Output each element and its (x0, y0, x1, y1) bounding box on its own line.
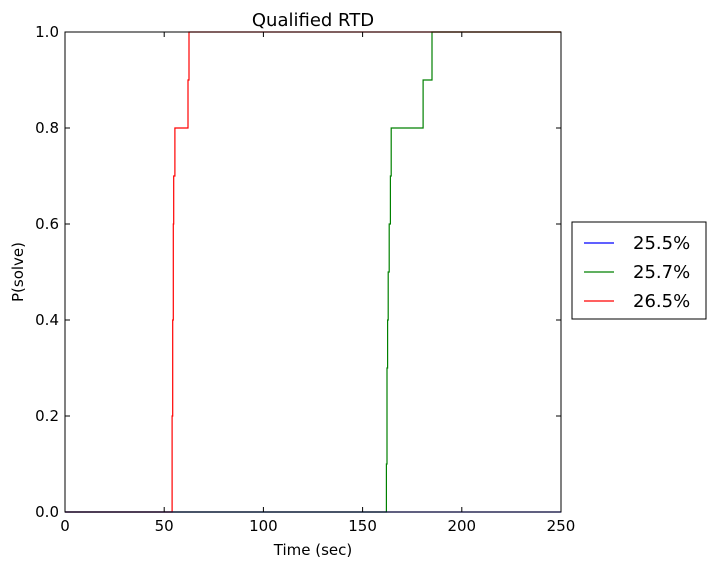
x-tick-label: 200 (447, 517, 476, 535)
y-tick-label: 0.4 (35, 311, 59, 329)
legend-label: 25.5% (633, 233, 690, 254)
y-axis-title: P(solve) (9, 242, 27, 302)
legend: 25.5% 25.7% 26.5% (571, 221, 707, 320)
x-tick-label: 0 (60, 517, 70, 535)
x-tick-label: 150 (348, 517, 377, 535)
series-line-2 (65, 31, 561, 513)
plot-lines (65, 31, 561, 513)
y-tick-label: 0.2 (35, 407, 59, 425)
y-tick-label: 1.0 (35, 23, 59, 41)
x-tick-label: 100 (249, 517, 278, 535)
plot-frame (64, 31, 562, 513)
x-tick-label: 250 (547, 517, 576, 535)
x-tick-label: 50 (155, 517, 174, 535)
legend-label: 25.7% (633, 262, 690, 283)
ticks: 0 50 100 150 200 250 0.0 0.2 0.4 0.6 0.8 1.0 (35, 23, 575, 535)
legend-label: 26.5% (633, 291, 690, 312)
y-tick-label: 0.6 (35, 215, 59, 233)
y-tick-label: 0.8 (35, 119, 59, 137)
x-axis-title: Time (sec) (273, 541, 352, 559)
legend-box (571, 221, 707, 320)
series-line-3 (65, 31, 561, 513)
y-tick-label: 0.0 (35, 503, 59, 521)
chart-title: Qualified RTD (252, 10, 374, 31)
